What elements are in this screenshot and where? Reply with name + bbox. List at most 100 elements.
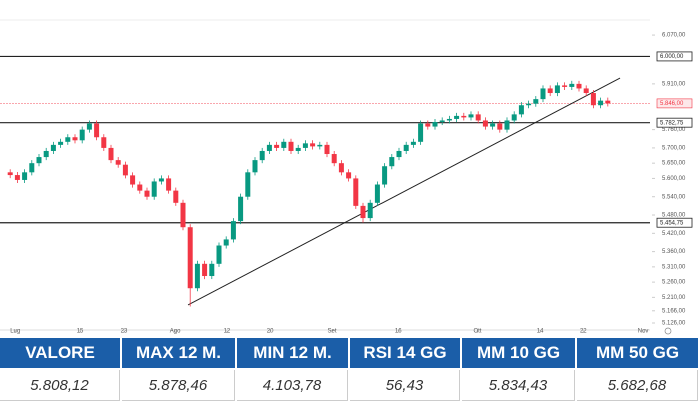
y-tick-label: 5.910,00 bbox=[662, 81, 686, 87]
candle-body bbox=[137, 184, 143, 191]
x-tick-label: 22 bbox=[580, 329, 587, 335]
candle-body bbox=[295, 147, 301, 151]
value-cell: 56,43 bbox=[350, 370, 460, 401]
candle-body bbox=[475, 114, 481, 121]
y-tick-label: 5.260,00 bbox=[662, 280, 686, 286]
y-tick-label: 5.480,00 bbox=[662, 213, 686, 219]
candle-body bbox=[245, 172, 251, 197]
candle-body bbox=[504, 120, 510, 130]
candle-body bbox=[36, 157, 42, 164]
candle-body bbox=[72, 137, 78, 141]
candle-body bbox=[576, 83, 582, 89]
candle-body bbox=[115, 160, 121, 165]
candle-body bbox=[360, 205, 366, 219]
value-cell: 5.834,43 bbox=[462, 370, 575, 401]
candle-body bbox=[202, 263, 208, 277]
candle-body bbox=[252, 160, 258, 173]
trendline bbox=[187, 77, 621, 306]
candle-body bbox=[317, 144, 323, 147]
x-tick-label: 20 bbox=[267, 329, 274, 335]
candle-body bbox=[446, 118, 452, 121]
candle-body bbox=[266, 144, 272, 151]
y-tick-label: 5.650,00 bbox=[662, 161, 686, 167]
candle-body bbox=[590, 93, 596, 106]
y-tick-label: 5.700,00 bbox=[662, 145, 686, 151]
candle-body bbox=[367, 202, 373, 219]
value-cell: 5.682,68 bbox=[577, 370, 698, 401]
candle-body bbox=[166, 178, 172, 191]
candle-body bbox=[238, 196, 244, 222]
candle-body bbox=[338, 163, 344, 173]
candle-body bbox=[22, 172, 28, 180]
candle-body bbox=[14, 175, 20, 180]
candle-body bbox=[144, 190, 150, 197]
candle-body bbox=[331, 154, 337, 164]
candle-body bbox=[346, 172, 352, 179]
candle-body bbox=[130, 175, 136, 185]
chart: 6.070,00 5.910,00 5.760,00 5.700,00 5.650,00… bbox=[0, 19, 693, 335]
y-tick-label: 5.540,00 bbox=[662, 194, 686, 200]
candle-body bbox=[497, 123, 503, 130]
level-box bbox=[656, 217, 693, 228]
candle-body bbox=[518, 105, 524, 115]
x-tick-label: 23 bbox=[121, 329, 128, 335]
candle-body bbox=[583, 88, 589, 94]
y-tick-label: 5.420,00 bbox=[662, 231, 686, 237]
candle-body bbox=[562, 85, 568, 87]
candle-body bbox=[65, 137, 71, 142]
candle-body bbox=[230, 221, 236, 240]
value-cell: 4.103,78 bbox=[237, 370, 348, 401]
candle-body bbox=[259, 150, 265, 161]
candle-body bbox=[43, 150, 49, 158]
candle-body bbox=[194, 263, 200, 289]
candle-body bbox=[432, 121, 438, 127]
candle-body bbox=[58, 141, 64, 145]
candle-body bbox=[94, 123, 100, 138]
candle-body bbox=[50, 144, 56, 151]
candle-body bbox=[526, 103, 532, 106]
candle-body bbox=[598, 100, 604, 106]
last-price-box bbox=[656, 98, 693, 109]
candle-body bbox=[158, 178, 164, 182]
timezone-icon bbox=[664, 327, 672, 335]
candle-body bbox=[180, 202, 186, 228]
x-tick-label: 14 bbox=[537, 329, 544, 335]
y-tick-label: 6.070,00 bbox=[662, 33, 686, 39]
header-cell: MM 10 GG bbox=[462, 338, 575, 368]
value-cell: 5.878,46 bbox=[122, 370, 235, 401]
stats-table: VALORE MAX 12 M. MIN 12 M. RSI 14 GG MM 10 G… bbox=[0, 338, 700, 401]
candle-body bbox=[540, 88, 546, 100]
level-box bbox=[656, 51, 693, 62]
level-box bbox=[656, 117, 693, 128]
candle-body bbox=[511, 114, 517, 121]
x-tick-label: 16 bbox=[395, 329, 402, 335]
y-tick-label: 5.360,00 bbox=[662, 249, 686, 255]
y-tick-label: 5.166,00 bbox=[662, 308, 686, 314]
candle-body bbox=[187, 227, 193, 289]
candle-body bbox=[223, 239, 229, 246]
candle-body bbox=[216, 245, 222, 264]
candle-body bbox=[490, 123, 496, 127]
candle-body bbox=[396, 150, 402, 158]
x-tick-label: Set bbox=[328, 329, 337, 335]
x-tick-label: 12 bbox=[224, 329, 231, 335]
header-cell: MM 50 GG bbox=[577, 338, 698, 368]
candle-body bbox=[274, 144, 280, 148]
candle-body bbox=[389, 157, 395, 167]
candle-body bbox=[79, 129, 85, 141]
candle-body bbox=[425, 123, 431, 127]
candle-body bbox=[151, 181, 157, 197]
y-tick-label: 5.760,00 bbox=[662, 127, 686, 133]
candle-body bbox=[108, 147, 114, 161]
candle-body bbox=[605, 100, 611, 104]
y-tick-label: 5.210,00 bbox=[662, 295, 686, 301]
header-cell: VALORE bbox=[0, 338, 120, 368]
candle-body bbox=[302, 143, 308, 148]
value-cell: 5.808,12 bbox=[0, 370, 120, 401]
header-cell: RSI 14 GG bbox=[350, 338, 460, 368]
last-price-label: 5.846,00 bbox=[660, 101, 684, 107]
candle-body bbox=[454, 115, 460, 119]
candle-body bbox=[403, 144, 409, 151]
candle-body bbox=[461, 115, 467, 118]
x-tick-label: Ott bbox=[473, 329, 481, 335]
